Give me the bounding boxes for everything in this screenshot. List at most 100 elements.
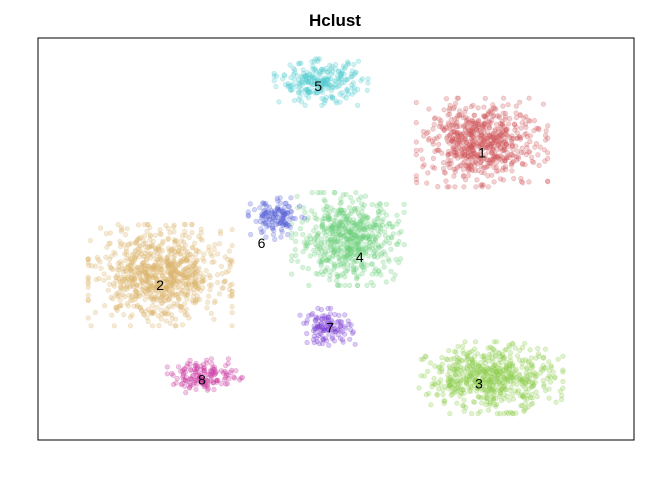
point — [503, 155, 510, 161]
point — [145, 263, 151, 269]
point — [130, 260, 136, 266]
point — [136, 235, 142, 241]
point — [512, 127, 518, 133]
point — [165, 225, 171, 231]
point — [534, 394, 540, 400]
point — [184, 285, 190, 291]
point — [501, 392, 507, 398]
point — [150, 238, 156, 244]
point — [478, 159, 484, 165]
point — [326, 254, 332, 261]
point — [312, 235, 318, 241]
point — [492, 155, 498, 161]
point — [496, 129, 502, 135]
point — [370, 282, 376, 289]
point — [513, 124, 519, 130]
point — [334, 212, 340, 218]
point — [152, 267, 158, 273]
point — [353, 233, 359, 240]
point — [503, 167, 509, 173]
point — [92, 263, 99, 269]
point — [212, 300, 218, 306]
point — [340, 192, 346, 198]
point — [428, 402, 434, 408]
point — [470, 141, 476, 147]
point — [471, 124, 477, 130]
point — [293, 238, 299, 244]
point — [201, 278, 207, 284]
point — [85, 281, 91, 287]
point — [356, 225, 362, 231]
point — [377, 201, 384, 207]
point — [312, 251, 318, 257]
point — [490, 156, 496, 162]
point — [158, 276, 164, 282]
point — [454, 95, 460, 101]
point — [189, 221, 195, 228]
point — [321, 197, 327, 203]
point — [482, 113, 488, 119]
point — [487, 141, 493, 147]
point — [134, 304, 140, 310]
point — [296, 60, 302, 67]
point — [469, 166, 475, 172]
point — [359, 217, 365, 223]
point — [478, 395, 484, 401]
point — [212, 298, 218, 304]
point — [489, 350, 495, 357]
point — [312, 241, 318, 247]
point — [472, 122, 478, 128]
point — [394, 221, 400, 227]
point — [471, 112, 478, 118]
point — [483, 145, 489, 151]
point — [336, 312, 342, 318]
point — [490, 136, 496, 142]
point — [546, 395, 552, 401]
point — [472, 346, 478, 352]
point — [303, 77, 310, 83]
point — [185, 276, 191, 282]
point — [171, 300, 177, 307]
point — [312, 56, 319, 62]
point — [343, 254, 349, 260]
point — [150, 270, 156, 276]
point — [375, 228, 381, 234]
point — [498, 377, 504, 384]
point — [472, 378, 478, 384]
point — [479, 136, 485, 142]
point — [490, 347, 497, 353]
point — [504, 132, 510, 138]
point — [103, 254, 109, 260]
point — [454, 151, 460, 157]
point — [129, 252, 135, 258]
point — [465, 350, 471, 356]
point — [476, 368, 482, 374]
point — [467, 166, 473, 172]
point — [436, 116, 442, 122]
point — [466, 156, 472, 162]
point — [300, 249, 306, 255]
point — [155, 246, 161, 252]
point — [200, 278, 206, 284]
point — [338, 219, 345, 225]
point — [495, 142, 501, 148]
point — [493, 139, 499, 145]
point — [174, 268, 180, 274]
point — [171, 270, 177, 276]
point — [320, 225, 326, 231]
point — [107, 240, 113, 246]
point — [446, 184, 452, 190]
point — [501, 144, 507, 150]
point — [519, 120, 525, 126]
point — [130, 282, 136, 288]
point — [199, 279, 205, 285]
point — [463, 405, 469, 411]
point — [187, 252, 193, 258]
point — [143, 308, 149, 315]
point — [464, 352, 470, 358]
point — [547, 374, 554, 380]
point — [513, 366, 519, 373]
point — [506, 344, 513, 350]
point — [289, 235, 295, 241]
point — [175, 249, 181, 255]
